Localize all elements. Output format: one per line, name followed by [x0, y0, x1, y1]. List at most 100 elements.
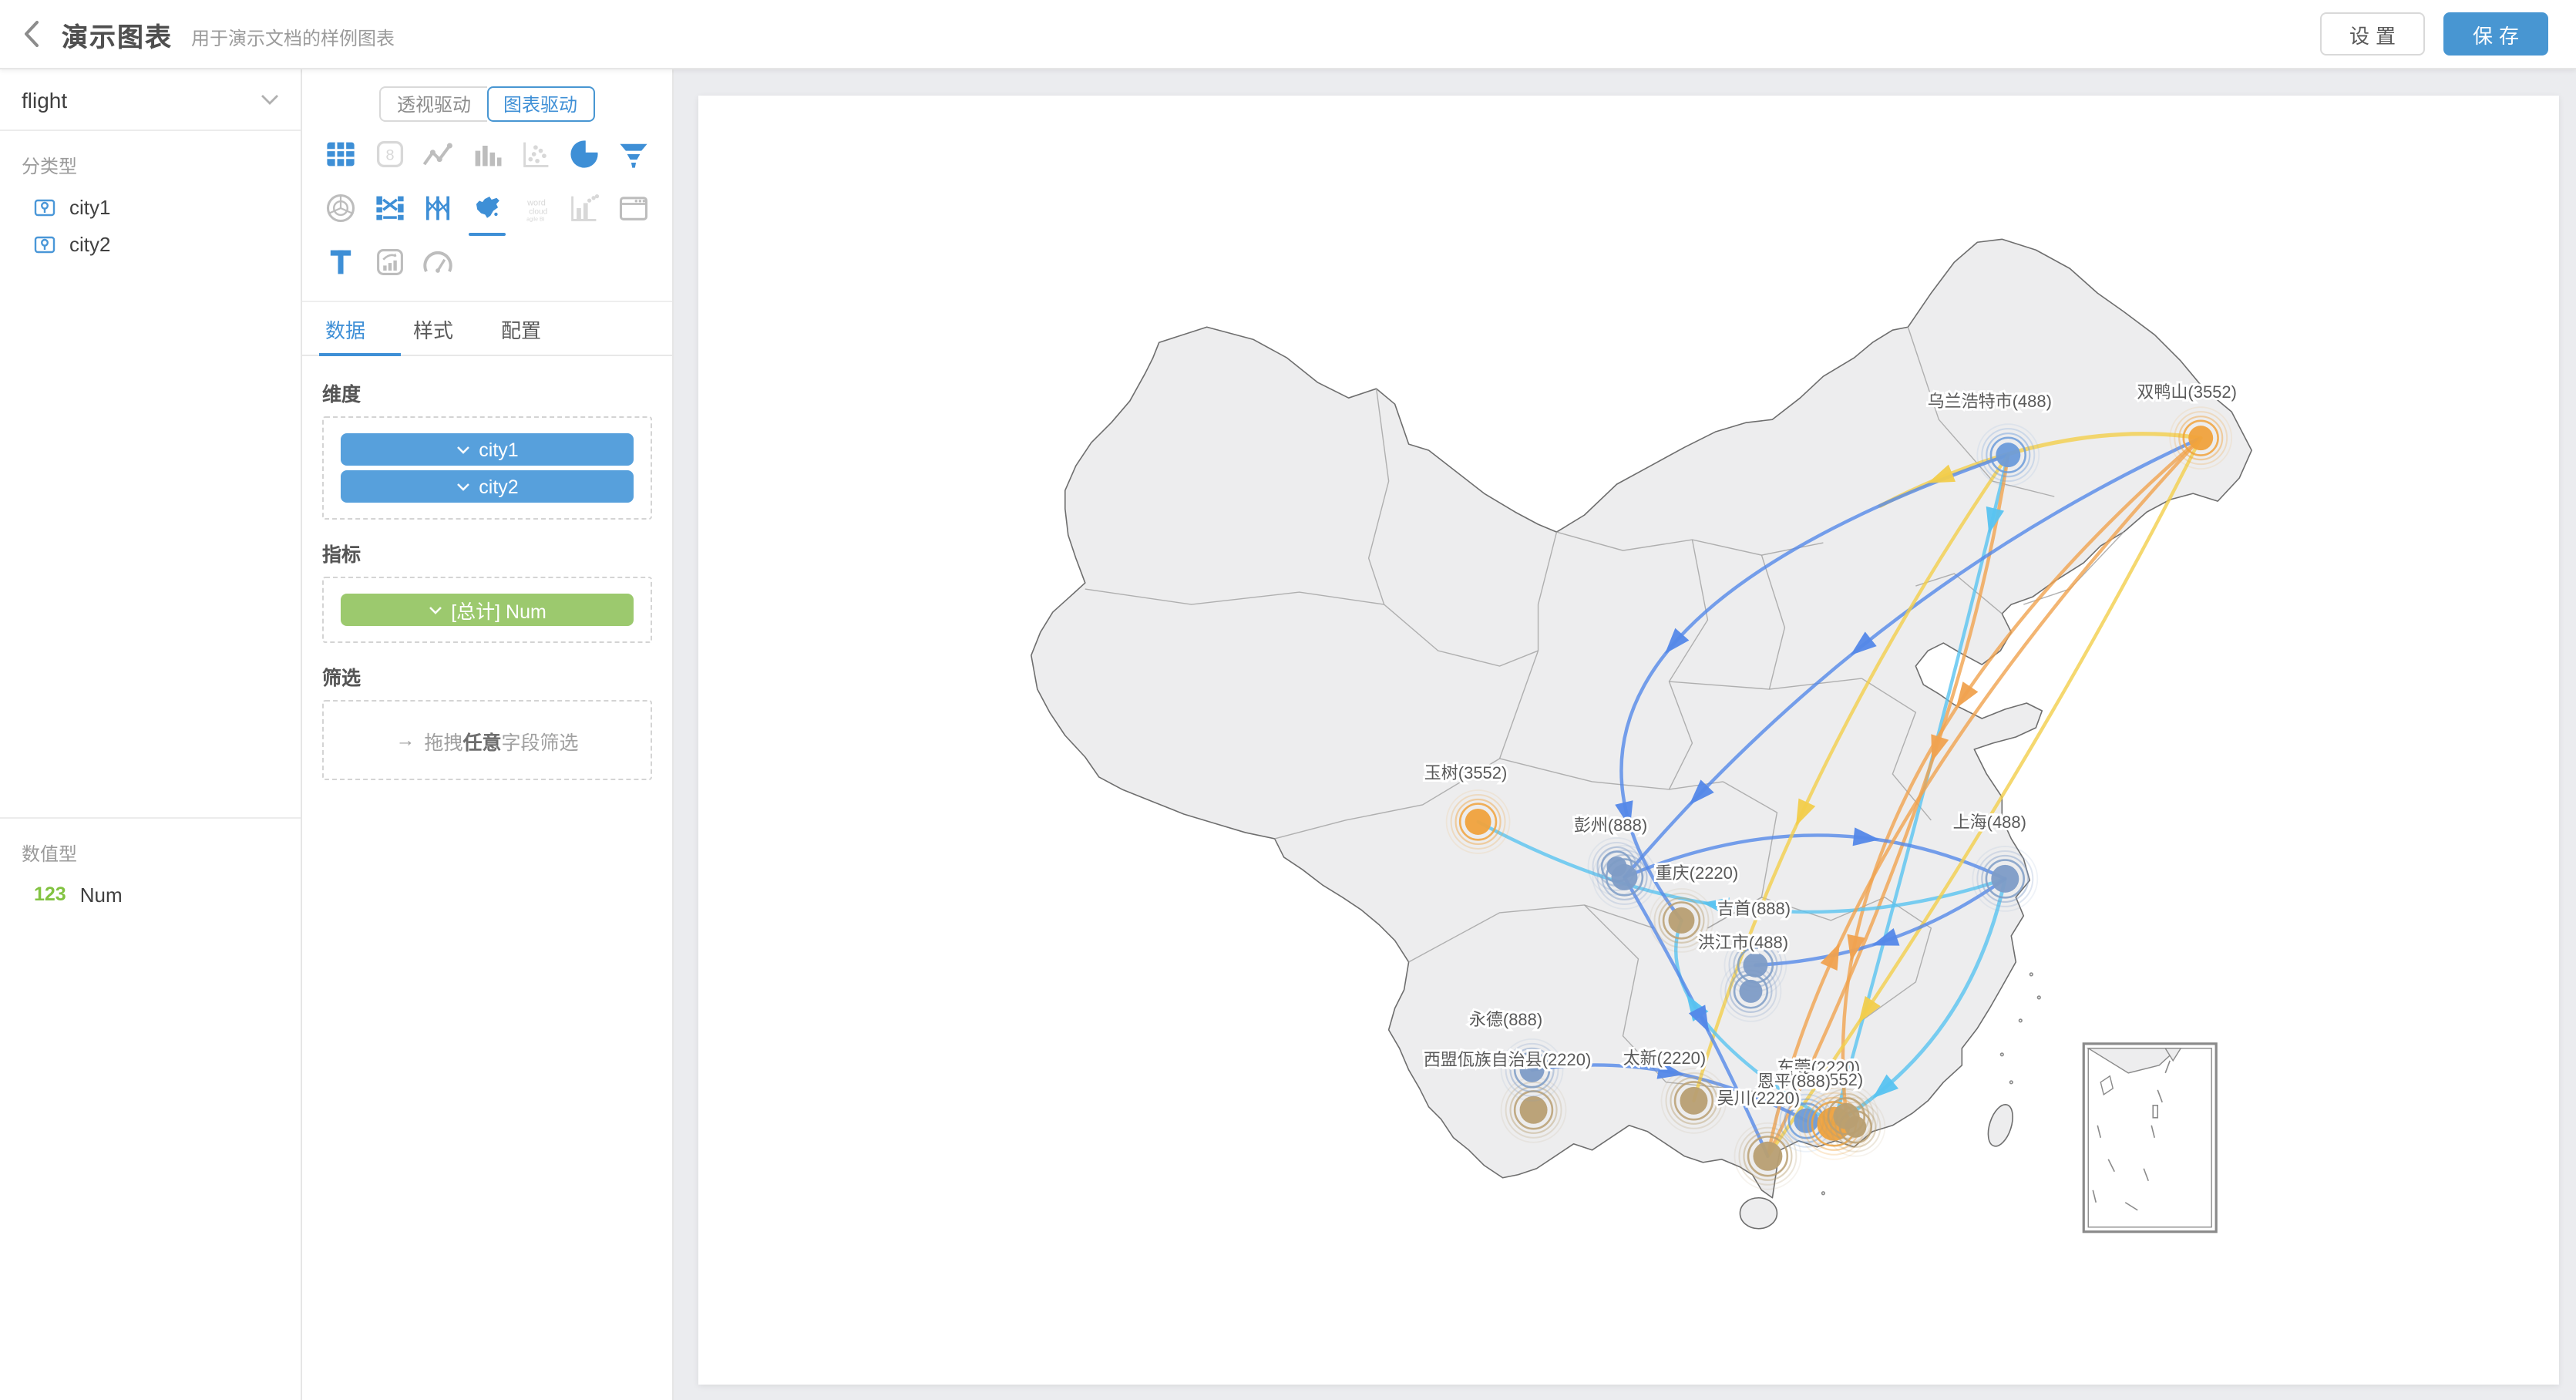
city-marker-乌兰浩特市[interactable]	[1976, 422, 2040, 486]
city-label-重庆: 重庆(2220)	[1655, 863, 1738, 882]
city-marker-重庆[interactable]	[1591, 844, 1656, 909]
chart-type-text-icon[interactable]	[316, 242, 365, 282]
settings-button[interactable]: 设置	[2319, 12, 2425, 56]
header: 演示图表 用于演示文档的样例图表 设置 保存	[0, 0, 2576, 69]
filter-label: 筛选	[322, 668, 362, 689]
flow-双鸭山-乌兰浩特市	[1877, 431, 2202, 507]
chart-canvas-area: 乌兰浩特市(488) 双鸭山(3552) 玉树(3552) 彭州(888) 重庆(222…	[674, 69, 2576, 1400]
page-subtitle: 用于演示文档的样例图表	[191, 27, 395, 49]
flow-上海-玉树	[1475, 819, 2006, 914]
city-marker-永德[interactable]	[1499, 1075, 1566, 1143]
city-marker-太新[interactable]	[1660, 1066, 1727, 1133]
svg-text:agile BI: agile BI	[526, 217, 544, 223]
city-marker-吉首[interactable]	[1648, 887, 1713, 952]
islands	[1738, 971, 2040, 1229]
flow-乌兰浩特市-吉首	[1619, 452, 2009, 922]
flow-arrow	[1985, 505, 2004, 533]
city-label-恩平: 恩平(888)	[1757, 1071, 1830, 1090]
flow-arrow	[1927, 463, 1956, 483]
flow-双鸭山-恩平	[1840, 435, 2202, 1117]
flow-arrow	[1656, 1059, 1684, 1079]
chart-type-chart-card-icon[interactable]	[365, 242, 413, 282]
back-button[interactable]	[0, 0, 62, 69]
city-marker-玉树[interactable]	[1444, 789, 1510, 853]
dataset-selector[interactable]: flight	[0, 69, 301, 131]
flow-arrow	[1849, 631, 1876, 655]
category-section-label: 分类型	[22, 156, 78, 177]
dataset-name: flight	[22, 87, 68, 112]
chart-type-line-chart-icon[interactable]	[414, 134, 462, 174]
measure-pill[interactable]: [总计] Num	[341, 594, 634, 626]
city-marker[interactable]	[1824, 1095, 1885, 1156]
field-item-city2[interactable]: city2	[0, 225, 301, 262]
city-label-上海: 上海(488)	[1952, 812, 2026, 831]
city-label-太新: 太新(2220)	[1623, 1048, 1706, 1067]
back-chevron-icon	[24, 21, 38, 47]
flow-arrow	[1871, 1073, 1898, 1098]
chart-type-gauge-icon[interactable]	[414, 242, 462, 282]
dimension-label: 维度	[322, 384, 362, 406]
tab-数据[interactable]: 数据	[319, 302, 413, 356]
city-marker-恩平[interactable]	[1813, 1082, 1878, 1148]
south-china-sea-inset	[2081, 1042, 2217, 1233]
svg-text:cloud: cloud	[529, 208, 547, 217]
chart-type-combo-chart-icon[interactable]	[560, 188, 609, 228]
numeric-field-icon: 123	[34, 883, 66, 905]
taiwan-island	[1986, 1103, 2013, 1146]
chart-type-scatter-icon[interactable]	[512, 134, 560, 174]
city-marker[interactable]	[1719, 959, 1781, 1021]
measure-dropzone[interactable]: [总计] Num	[322, 577, 652, 643]
measure-label: 指标	[322, 544, 362, 566]
flow-arrow	[1851, 826, 1879, 846]
mode-tab-透视驱动[interactable]: 透视驱动	[379, 86, 486, 122]
category-field-list: city1 city2	[0, 188, 301, 262]
flow-arrow	[1663, 627, 1689, 654]
chart-type-radar-icon[interactable]	[316, 188, 365, 228]
flow-arrow	[1846, 933, 1865, 961]
flow-重庆-上海	[1622, 833, 2006, 880]
dimension-pill-city1[interactable]: city1	[341, 433, 634, 466]
field-item-Num[interactable]: 123 Num	[34, 883, 123, 906]
flow-arrow	[1701, 897, 1729, 915]
flow-吴川-双鸭山	[1765, 435, 2202, 1157]
city-labels: 乌兰浩特市(488) 双鸭山(3552) 玉树(3552) 彭州(888) 重庆(222…	[1421, 379, 2238, 1109]
city-marker-吴川[interactable]	[1733, 1121, 1801, 1190]
city-label-珠海: 珠海(3552)	[1780, 1069, 1863, 1089]
svg-text:word: word	[526, 199, 545, 208]
city-marker-珠海[interactable]	[1797, 1086, 1870, 1159]
china-flow-map[interactable]: 乌兰浩特市(488) 双鸭山(3552) 玉树(3552) 彭州(888) 重庆(222…	[698, 95, 2559, 1384]
flow-乌兰浩特市-太新	[1691, 452, 2009, 1102]
save-button[interactable]: 保存	[2443, 12, 2548, 56]
chart-type-word-cloud-icon[interactable]: word cloud agile BI	[512, 188, 560, 228]
chart-type-china-map-icon[interactable]	[462, 188, 511, 236]
flow-arrow	[1794, 797, 1815, 826]
chart-type-parallel-icon[interactable]	[414, 188, 462, 228]
city-marker-双鸭山[interactable]	[2168, 406, 2232, 469]
chart-type-pie-icon[interactable]	[560, 134, 609, 174]
flow-arrow	[1687, 1004, 1709, 1032]
filter-dropzone[interactable]: → 拖拽任意字段筛选	[322, 700, 652, 780]
mode-tab-图表驱动[interactable]: 图表驱动	[486, 86, 595, 122]
field-item-city1[interactable]: city1	[0, 188, 301, 225]
dimension-dropzone[interactable]: city1 city2	[322, 416, 652, 520]
chart-type-number-card-icon[interactable]: 8	[365, 134, 413, 174]
chart-type-sankey-icon[interactable]	[365, 188, 413, 228]
city-marker-西盟佤族自治县[interactable]	[1499, 1037, 1563, 1101]
flow-arrow	[1930, 733, 1949, 762]
city-label-玉树: 玉树(3552)	[1424, 762, 1507, 782]
chart-type-table-icon[interactable]	[316, 134, 365, 174]
chart-type-funnel-icon[interactable]	[610, 134, 658, 174]
map-pin-icon	[34, 198, 55, 216]
divider	[0, 817, 301, 819]
flow-乌兰浩特市-吴川	[1765, 452, 2009, 1157]
mode-segmented-control: 透视驱动 图表驱动	[379, 86, 595, 122]
city-marker-上海[interactable]	[1971, 845, 2038, 911]
flow-arrow	[1688, 779, 1713, 805]
tab-配置[interactable]: 配置	[501, 319, 542, 342]
chart-card: 乌兰浩特市(488) 双鸭山(3552) 玉树(3552) 彭州(888) 重庆(222…	[698, 95, 2559, 1384]
tab-样式[interactable]: 样式	[413, 319, 454, 342]
chart-type-bar-chart-icon[interactable]	[462, 134, 511, 174]
chart-type-window-icon[interactable]	[610, 188, 658, 228]
flow-上海-珠海	[1831, 876, 2006, 1126]
dimension-pill-city2[interactable]: city2	[341, 470, 634, 503]
